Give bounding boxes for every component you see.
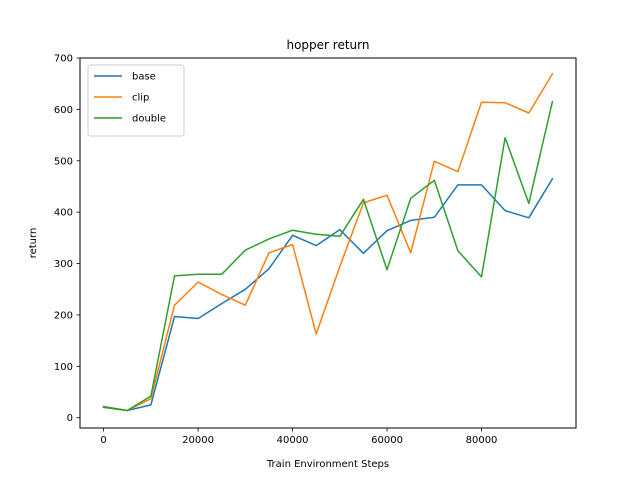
- series-line-double: [102, 100, 554, 412]
- series-line-clip: [102, 72, 554, 412]
- y-tick-label: 100: [54, 362, 73, 373]
- y-tick-label: 300: [54, 259, 73, 270]
- legend-label-base: base: [132, 72, 156, 83]
- legend: base clip double: [87, 64, 185, 137]
- chart-title: hopper return: [286, 38, 369, 52]
- legend-label-clip: clip: [132, 93, 149, 104]
- x-tick-label: 80000: [466, 435, 498, 446]
- y-tick-label: 0: [67, 413, 73, 424]
- y-axis-label: return: [28, 228, 39, 259]
- x-tick-label: 60000: [371, 435, 403, 446]
- plot-frame: [79, 57, 577, 429]
- y-tick-label: 500: [54, 156, 73, 167]
- x-tick-label: 0: [100, 435, 106, 446]
- x-axis-label: Train Environment Steps: [266, 459, 389, 470]
- x-tick-label: 20000: [182, 435, 214, 446]
- y-tick-label: 200: [54, 310, 73, 321]
- x-axis-ticks: 0 20000 40000 60000 80000: [100, 428, 497, 446]
- series-layer: [102, 72, 554, 412]
- y-tick-label: 600: [54, 105, 73, 116]
- legend-label-double: double: [132, 114, 166, 125]
- y-tick-label: 400: [54, 208, 73, 219]
- y-axis-ticks: 0 100 200 300 400 500 600 700: [54, 54, 80, 424]
- y-tick-label: 700: [54, 54, 73, 65]
- series-line-base: [102, 177, 554, 412]
- x-tick-label: 40000: [277, 435, 309, 446]
